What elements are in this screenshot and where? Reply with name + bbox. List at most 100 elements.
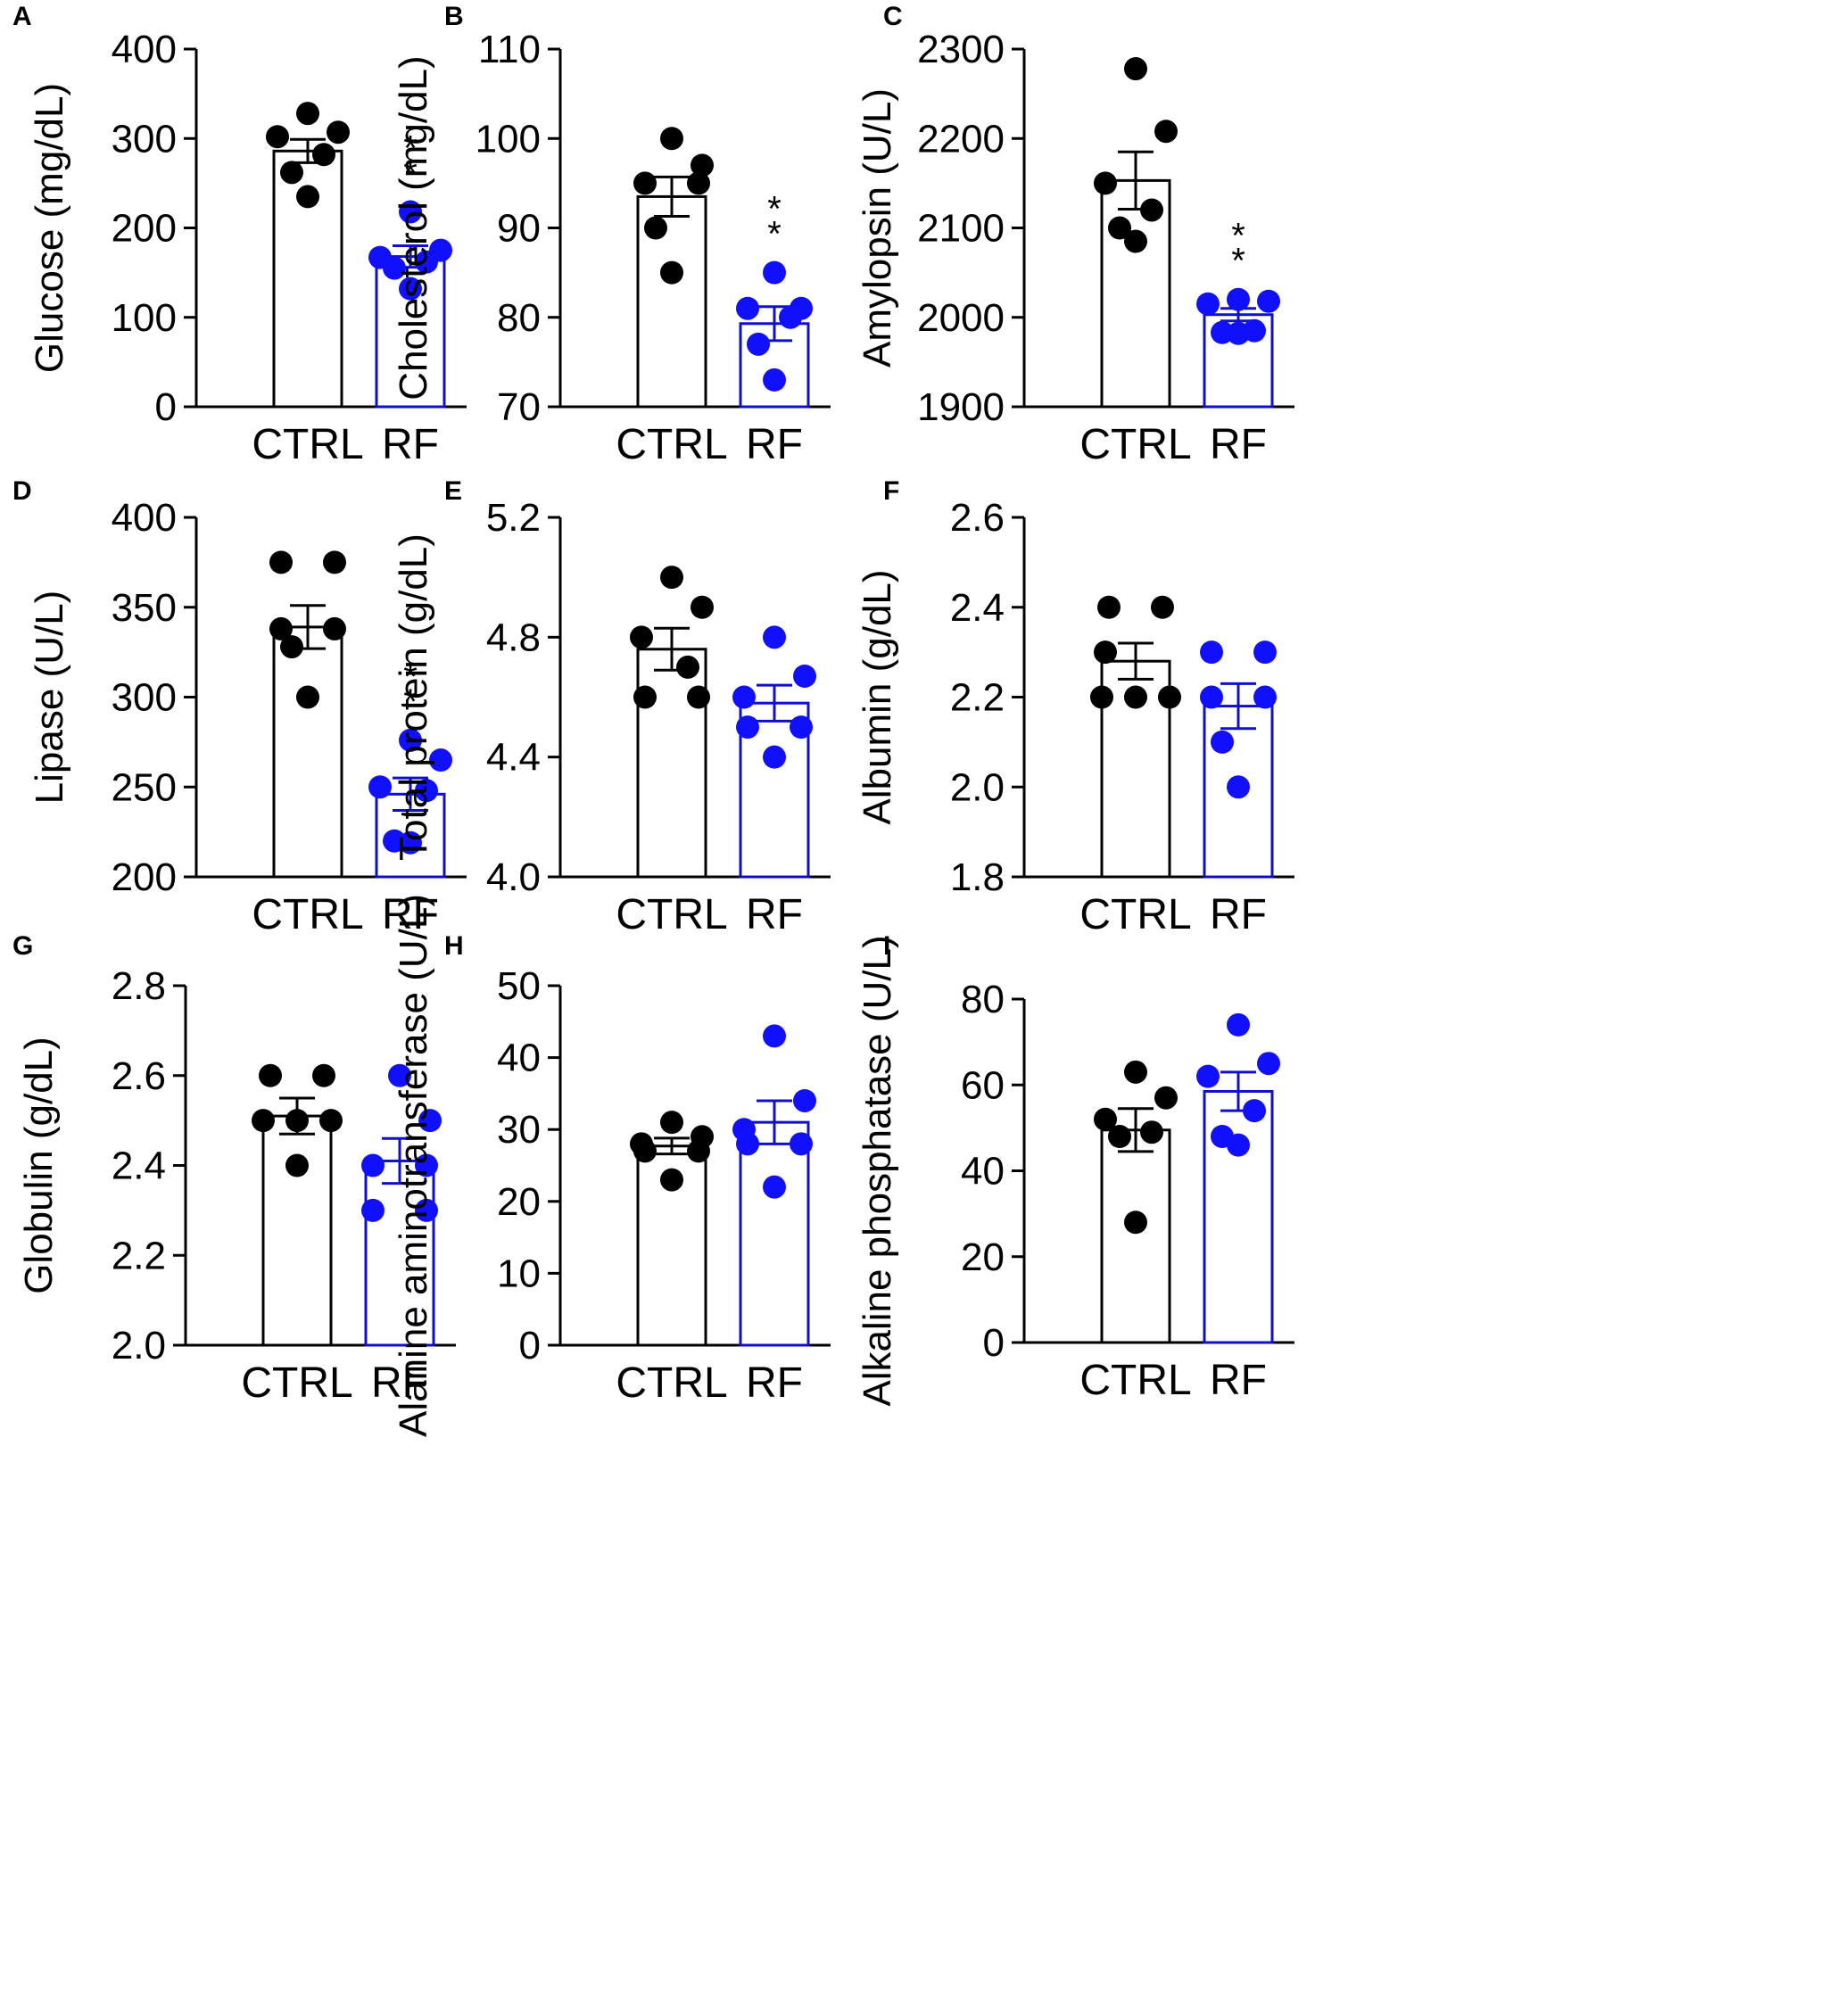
data-point-rf — [1227, 1133, 1250, 1157]
data-point-rf — [1253, 685, 1277, 709]
y-tick-label: 300 — [112, 117, 177, 161]
data-point-rf — [1243, 1099, 1266, 1123]
data-point-rf — [779, 305, 802, 329]
x-category-label: CTRL — [616, 891, 727, 938]
panel-i: I 0 20 40 60 80 Alkaline phosphatase (U/L) CTRL… — [856, 931, 1294, 1407]
y-axis-title: Albumin (g/dL) — [856, 569, 899, 824]
y-axis-title: Glucose (mg/dL) — [28, 83, 71, 373]
data-point-rf — [736, 1132, 759, 1156]
y-tick-label: 5.2 — [486, 496, 541, 540]
data-point-ctrl — [266, 125, 289, 149]
y-tick-label: 300 — [112, 676, 177, 720]
panel-letter: B — [444, 2, 464, 31]
data-point-rf — [368, 775, 392, 799]
y-axis-title: Globulin (g/dL) — [17, 1037, 61, 1294]
panel-a: A 0 100 200 300 400 Glucose (mg/dL) CTRL RF ** — [12, 2, 467, 468]
data-point-ctrl — [687, 1139, 710, 1163]
data-point-ctrl — [691, 153, 714, 178]
significance-marker: * — [767, 215, 782, 254]
data-point-ctrl — [269, 616, 293, 640]
data-point-rf — [1200, 685, 1223, 709]
y-tick-label: 2.4 — [950, 586, 1005, 630]
data-point-rf — [736, 715, 759, 739]
data-point-rf — [763, 745, 786, 769]
data-point-ctrl — [323, 616, 346, 640]
y-tick-label: 2.0 — [950, 765, 1005, 809]
data-point-rf — [1227, 1012, 1250, 1037]
panel-letter: H — [444, 931, 464, 961]
data-point-rf — [790, 1132, 813, 1156]
y-tick-label: 2.2 — [112, 1234, 166, 1277]
data-point-rf — [399, 830, 422, 855]
y-axis-title: Amylopsin (U/L) — [856, 88, 899, 368]
data-point-ctrl — [280, 161, 303, 185]
data-point-ctrl — [676, 655, 699, 679]
data-point-ctrl — [323, 550, 346, 574]
data-point-ctrl — [252, 1109, 275, 1133]
data-point-rf — [763, 1024, 786, 1048]
data-point-rf — [793, 1088, 816, 1112]
data-point-ctrl — [1154, 120, 1178, 144]
data-point-ctrl — [285, 1153, 309, 1177]
data-point-ctrl — [1124, 57, 1147, 81]
panel-h: H 0 10 20 30 40 50 Alanine aminotransferase (U/… — [392, 894, 831, 1437]
data-point-rf — [763, 368, 786, 392]
y-tick-label: 2000 — [917, 296, 1005, 340]
data-point-rf — [1257, 289, 1280, 313]
data-point-ctrl — [269, 550, 293, 574]
data-point-ctrl — [660, 1111, 683, 1135]
data-point-ctrl — [1124, 1060, 1147, 1084]
panel-letter: F — [883, 476, 899, 506]
y-tick-label: 2.8 — [112, 964, 166, 1008]
x-category-label: RF — [371, 1359, 428, 1407]
y-tick-label: 2.4 — [112, 1144, 166, 1188]
panel-letter: G — [12, 931, 33, 961]
data-point-rf — [763, 1175, 786, 1199]
data-point-ctrl — [285, 1109, 309, 1133]
y-axis-title: Alanine aminotransferase (U/L) — [392, 894, 435, 1437]
y-axis-title: Cholesterol (mg/dL) — [392, 55, 435, 400]
data-point-rf — [790, 715, 813, 739]
data-point-rf — [732, 685, 756, 709]
data-point-rf — [1253, 640, 1277, 665]
y-axis-title: Total protein (g/dL) — [392, 533, 435, 861]
x-category-label: CTRL — [252, 891, 363, 938]
y-tick-label: 100 — [476, 117, 541, 161]
x-category-label: RF — [382, 891, 439, 938]
x-category-label: RF — [746, 421, 803, 468]
data-point-ctrl — [1124, 229, 1147, 253]
bar-rf — [739, 1120, 810, 1347]
bar-ctrl — [261, 1114, 333, 1347]
panel-letter: A — [12, 2, 32, 31]
data-point-ctrl — [280, 635, 303, 659]
significance-marker: * — [403, 657, 418, 697]
data-point-ctrl — [1094, 1107, 1117, 1131]
significance-marker: * — [1231, 242, 1245, 281]
y-tick-label: 50 — [497, 964, 541, 1008]
data-point-ctrl — [1154, 1086, 1178, 1110]
data-point-rf — [1257, 1052, 1280, 1076]
panel-letter: I — [883, 931, 890, 961]
data-point-rf — [1200, 640, 1223, 665]
y-tick-label: 4.4 — [486, 736, 541, 780]
data-point-ctrl — [312, 143, 335, 167]
panel-e: E 4.0 4.4 4.8 5.2 Total protein (g/dL) CTRL RF — [392, 476, 831, 938]
y-tick-label: 2.6 — [950, 496, 1005, 540]
data-point-rf — [418, 1109, 442, 1133]
x-category-label: RF — [1210, 421, 1267, 468]
data-point-rf — [736, 296, 759, 320]
y-tick-label: 40 — [497, 1037, 541, 1080]
y-tick-label: 250 — [112, 765, 177, 809]
y-tick-label: 200 — [112, 855, 177, 899]
data-point-ctrl — [1124, 1210, 1147, 1235]
data-point-ctrl — [259, 1063, 282, 1087]
y-tick-label: 2.0 — [112, 1324, 166, 1367]
data-point-rf — [388, 1063, 411, 1087]
y-axis-title: Alkaline phosphatase (U/L) — [856, 935, 899, 1406]
data-point-rf — [429, 748, 452, 773]
data-point-ctrl — [296, 185, 319, 209]
x-category-label: RF — [746, 1359, 803, 1407]
y-tick-label: 80 — [497, 296, 541, 340]
